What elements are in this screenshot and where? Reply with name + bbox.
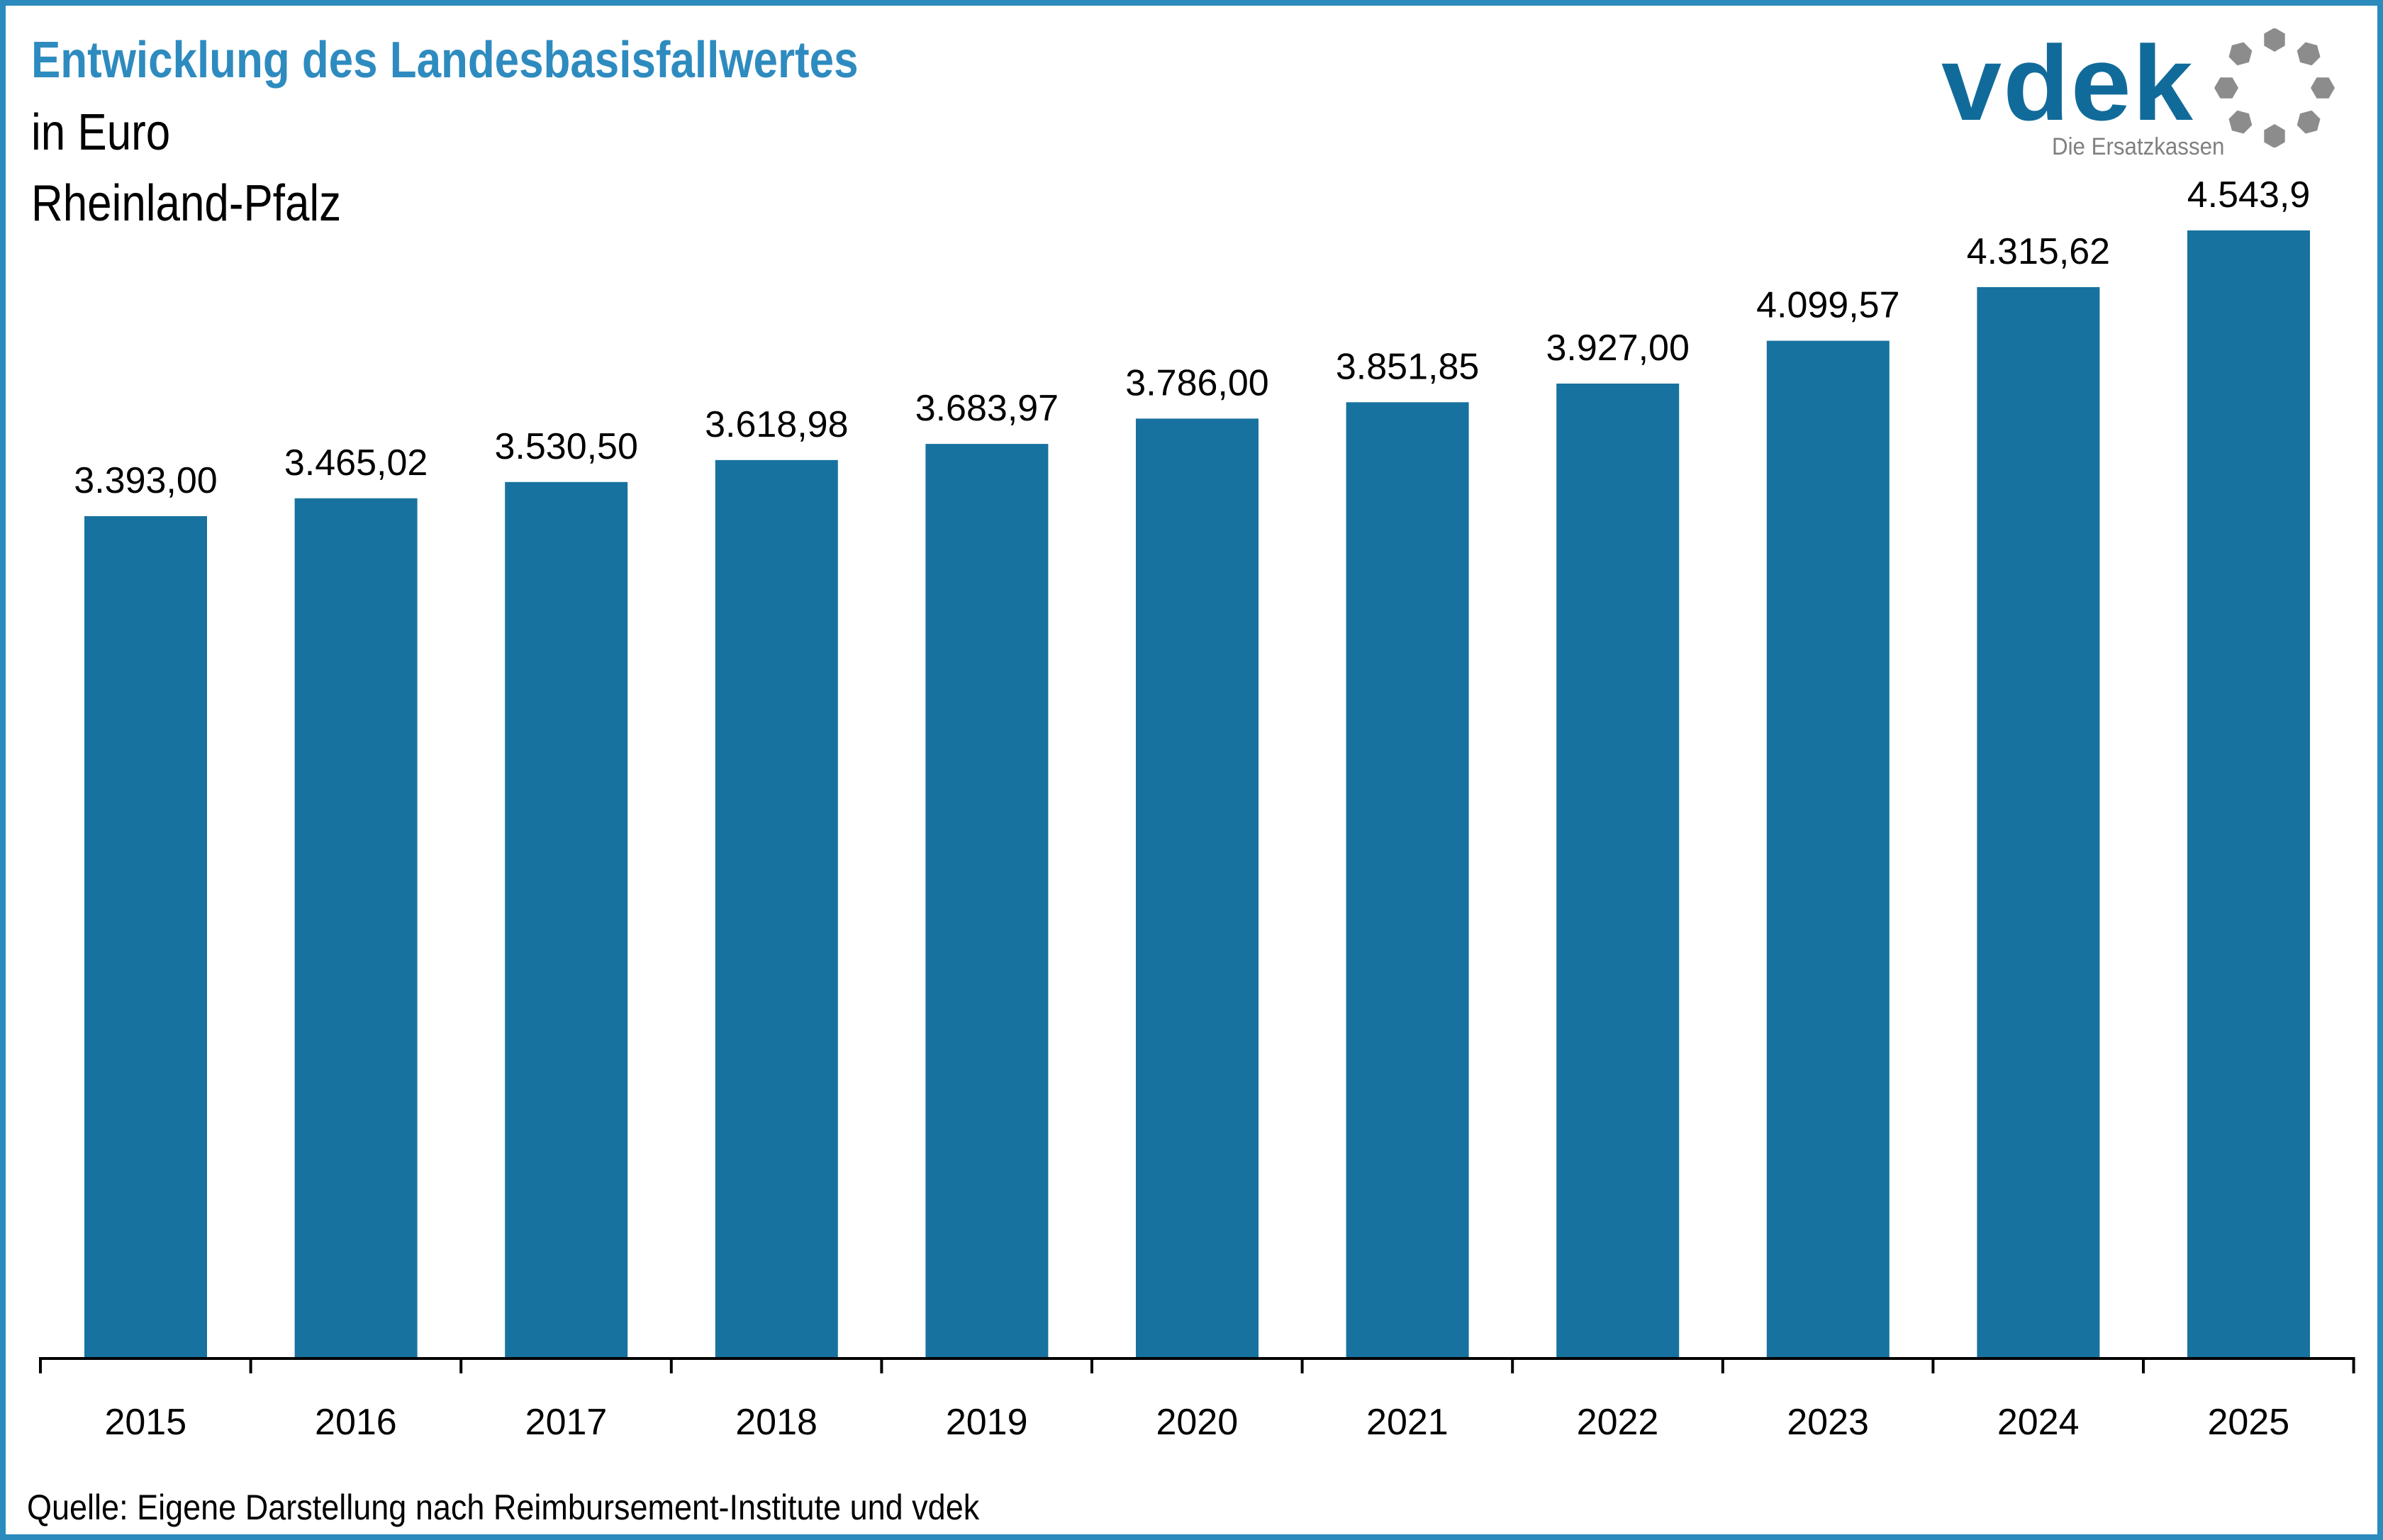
logo-ring-dot bbox=[2297, 110, 2321, 134]
logo-ring-dot bbox=[2311, 77, 2335, 99]
bar-2021 bbox=[1346, 402, 1469, 1358]
x-tick-label-2016: 2016 bbox=[315, 1402, 397, 1443]
logo-tagline: Die Ersatzkassen bbox=[2052, 133, 2225, 160]
value-label-2020: 3.786,00 bbox=[1125, 362, 1268, 403]
value-label-2019: 3.683,97 bbox=[915, 388, 1059, 429]
x-tick-label-2024: 2024 bbox=[1997, 1402, 2080, 1443]
value-label-2016: 3.465,02 bbox=[284, 442, 428, 484]
logo-ring-dot bbox=[2264, 124, 2285, 147]
x-tick-label-2023: 2023 bbox=[1787, 1402, 1869, 1443]
value-label-2024: 4.315,62 bbox=[1967, 231, 2110, 272]
logo-ring-dot bbox=[2228, 42, 2253, 66]
vdek-logo: vdek Die Ersatzkassen bbox=[1941, 26, 2353, 167]
x-tick-label-2022: 2022 bbox=[1577, 1402, 1659, 1443]
x-tick-label-2025: 2025 bbox=[2207, 1402, 2289, 1443]
bar-2024 bbox=[1977, 286, 2100, 1358]
chart-unit: in Euro bbox=[31, 104, 171, 161]
x-tick-label-2020: 2020 bbox=[1156, 1402, 1238, 1443]
bar-2019 bbox=[925, 444, 1049, 1358]
value-label-2025: 4.543,9 bbox=[2187, 174, 2311, 216]
value-label-2017: 3.530,50 bbox=[494, 426, 637, 467]
value-label-2021: 3.851,85 bbox=[1336, 346, 1479, 387]
source-note: Quelle: Eigene Darstellung nach Reimburs… bbox=[27, 1488, 980, 1527]
bar-2023 bbox=[1766, 340, 1890, 1358]
value-label-2018: 3.618,98 bbox=[705, 404, 848, 445]
bar-2025 bbox=[2187, 230, 2310, 1358]
bar-2018 bbox=[715, 459, 838, 1358]
value-label-2015: 3.393,00 bbox=[74, 460, 217, 501]
x-tick-label-2021: 2021 bbox=[1366, 1402, 1449, 1443]
logo-ring-dot bbox=[2214, 77, 2238, 99]
bar-2017 bbox=[505, 481, 628, 1359]
x-tick-label-2018: 2018 bbox=[735, 1402, 817, 1443]
logo-ring-dot bbox=[2264, 28, 2285, 52]
bar-2022 bbox=[1556, 384, 1680, 1358]
logo-ring-dot bbox=[2297, 42, 2321, 66]
chart-region: Rheinland-Pfalz bbox=[31, 175, 342, 232]
x-tick-label-2017: 2017 bbox=[525, 1402, 608, 1443]
bar-2016 bbox=[294, 498, 418, 1358]
bar-2020 bbox=[1136, 418, 1259, 1359]
chart-title: Entwicklung des Landesbasisfallwertes bbox=[31, 32, 859, 89]
logo-ring-dot bbox=[2228, 110, 2253, 134]
logo-brand: vdek bbox=[1941, 23, 2194, 143]
value-label-2022: 3.927,00 bbox=[1546, 328, 1689, 369]
x-tick-label-2019: 2019 bbox=[946, 1402, 1028, 1443]
value-label-2023: 4.099,57 bbox=[1756, 285, 1899, 326]
x-tick-label-2015: 2015 bbox=[104, 1402, 186, 1443]
ring-of-dots-icon bbox=[2214, 28, 2335, 147]
bar-2015 bbox=[84, 515, 207, 1358]
